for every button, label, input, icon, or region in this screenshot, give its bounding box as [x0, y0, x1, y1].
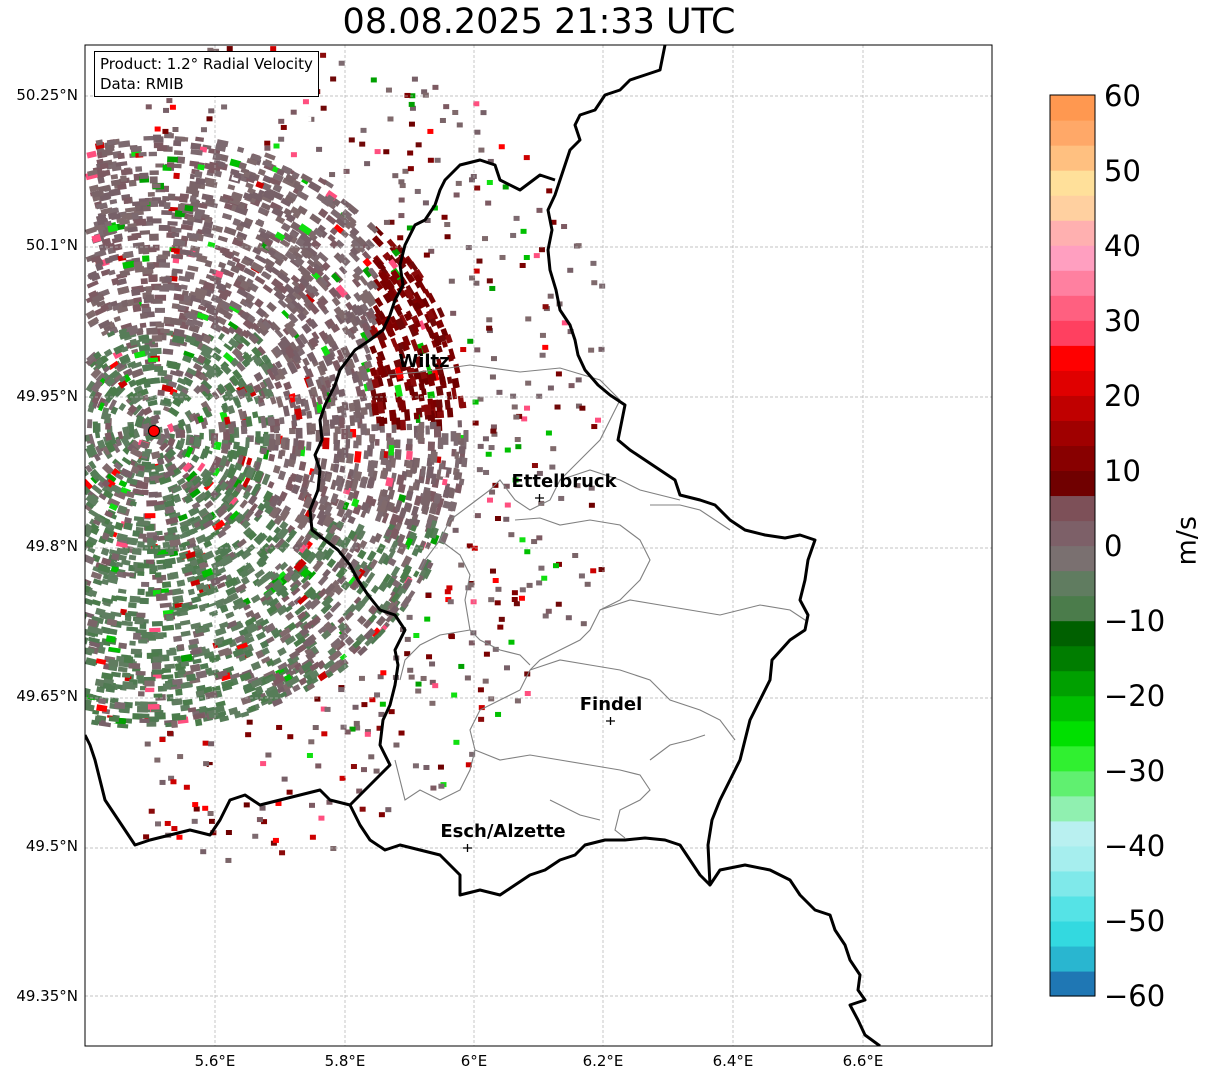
colorbar-tick: 10	[1104, 454, 1141, 488]
lat-label: 49.5°N	[25, 837, 78, 855]
colorbar-segment	[1050, 895, 1095, 922]
colorbar-segment	[1050, 595, 1095, 622]
colorbar-tick: 40	[1104, 229, 1141, 263]
lat-label: 49.35°N	[16, 987, 78, 1005]
colorbar	[1050, 95, 1095, 997]
city-label-ettelbruck: Ettelbruck	[511, 471, 617, 492]
map-title: 08.08.2025 21:33 UTC	[342, 2, 736, 42]
city-label-esch: Esch/Alzette	[440, 821, 566, 842]
city-markers	[463, 494, 615, 852]
colorbar-segment	[1050, 670, 1095, 697]
colorbar-segment	[1050, 920, 1095, 947]
colorbar-frame	[1049, 94, 1096, 997]
city-label-wiltz: Wiltz	[398, 351, 450, 372]
colorbar-segment	[1050, 320, 1095, 346]
lon-label: 6°E	[460, 1052, 488, 1070]
lon-label: 6.6°E	[842, 1052, 884, 1070]
data-source-label: Data: RMIB	[100, 75, 184, 93]
colorbar-segment	[1050, 495, 1095, 522]
colorbar-segment	[1050, 945, 1095, 972]
colorbar-segment	[1050, 370, 1095, 396]
lon-label: 5.6°E	[194, 1052, 236, 1070]
country-borders	[85, 45, 881, 1046]
colorbar-segment	[1050, 845, 1095, 872]
colorbar-segment	[1050, 420, 1095, 446]
colorbar-segment	[1050, 195, 1095, 221]
colorbar-segment	[1050, 520, 1095, 547]
product-label: Product: 1.2° Radial Velocity	[100, 55, 313, 73]
colorbar-segment	[1050, 345, 1095, 371]
colorbar-segment	[1050, 770, 1095, 797]
map-frame-bg	[85, 45, 992, 1046]
colorbar-segment	[1050, 970, 1095, 997]
colorbar-segment	[1050, 795, 1095, 822]
colorbar-tick: −50	[1104, 904, 1166, 938]
colorbar-segment	[1050, 745, 1095, 772]
velocity-field	[85, 46, 606, 863]
colorbar-segment	[1050, 695, 1095, 722]
lat-label: 50.1°N	[25, 236, 78, 254]
colorbar-tick: −30	[1104, 754, 1166, 788]
lon-label: 6.2°E	[582, 1052, 624, 1070]
lat-label: 49.65°N	[16, 687, 78, 705]
colorbar-tick: 20	[1104, 379, 1141, 413]
esch-marker	[463, 844, 472, 852]
colorbar-segment	[1050, 645, 1095, 672]
colorbar-segment	[1050, 245, 1095, 271]
colorbar-segment	[1050, 620, 1095, 647]
colorbar-tick: −60	[1104, 979, 1166, 1013]
colorbar-segment	[1050, 870, 1095, 897]
colorbar-segment	[1050, 270, 1095, 296]
radar-site-marker	[148, 425, 160, 437]
colorbar-segment	[1050, 120, 1095, 146]
lat-label: 50.25°N	[16, 86, 78, 104]
colorbar-tick: 50	[1104, 154, 1141, 188]
lon-label: 5.8°E	[324, 1052, 366, 1070]
colorbar-segment	[1050, 220, 1095, 246]
colorbar-segment	[1050, 570, 1095, 597]
colorbar-segment	[1050, 145, 1095, 171]
city-label-findel: Findel	[579, 694, 643, 715]
colorbar-segment	[1050, 820, 1095, 847]
colorbar-tick: 60	[1104, 79, 1141, 113]
colorbar-segment	[1050, 395, 1095, 421]
canton-boundaries	[387, 364, 809, 839]
map-frame	[84, 44, 993, 1047]
lat-label: 49.8°N	[25, 537, 78, 555]
colorbar-segment	[1050, 545, 1095, 572]
colorbar-segment	[1050, 295, 1095, 321]
colorbar-tick: −10	[1104, 604, 1166, 638]
ettelbruck-marker	[535, 494, 544, 502]
colorbar-tick: 0	[1104, 529, 1123, 563]
colorbar-segment	[1050, 445, 1095, 472]
findel-marker	[606, 717, 615, 725]
lat-label: 49.95°N	[16, 387, 78, 405]
colorbar-tick: −40	[1104, 829, 1166, 863]
lon-label: 6.4°E	[712, 1052, 754, 1070]
colorbar-tick: −20	[1104, 679, 1166, 713]
colorbar-segment	[1050, 95, 1095, 121]
colorbar-segment	[1050, 470, 1095, 497]
colorbar-segment	[1050, 720, 1095, 747]
colorbar-segment	[1050, 170, 1095, 196]
colorbar-unit: m/s	[1171, 516, 1203, 566]
info-box: Product: 1.2° Radial Velocity Data: RMIB	[94, 51, 319, 97]
colorbar-tick: 30	[1104, 304, 1141, 338]
